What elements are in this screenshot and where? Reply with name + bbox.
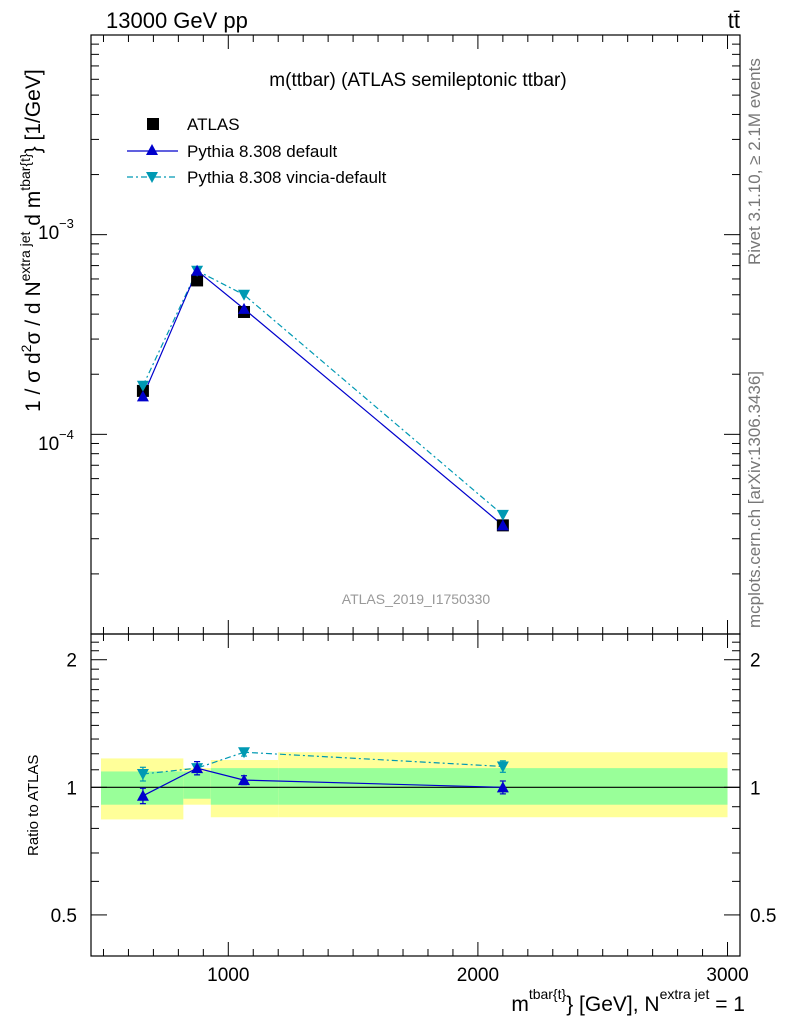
ratio-tick-label-right: 2 (750, 651, 761, 672)
ratio-uncertainty-bands (100, 752, 728, 820)
energy-label: 13000 GeV pp (106, 8, 248, 33)
ylabel-sup1: extra jet (17, 231, 33, 281)
process-label: tt̄ (728, 8, 740, 33)
axis-ticks (91, 35, 740, 957)
ylabel-exp2: 2 (18, 344, 34, 352)
legend-atlas-label: ATLAS (187, 115, 240, 134)
mcplots-label: mcplots.cern.ch [arXiv:1306.3436] (745, 371, 764, 628)
y-major-label-1e-4: 10 −4 (38, 427, 74, 455)
vincia-point (238, 289, 251, 301)
default-point (496, 519, 509, 531)
default-point (191, 264, 204, 276)
ratio-tick-label-left: 0.5 (51, 906, 77, 927)
rivet-version-label: Rivet 3.1.10, ≥ 2.1M events (745, 58, 764, 265)
plot-title: m(ttbar) (ATLAS semileptonic ttbar) (269, 70, 566, 91)
ylabel-mid: σ / d N (22, 281, 45, 344)
vincia-ratio-point (496, 761, 509, 773)
xlabel-suffix: = 1 (709, 993, 745, 1016)
legend-atlas-marker (147, 118, 159, 130)
legend-default-label: Pythia 8.308 default (187, 142, 338, 161)
vincia-ratio-line (142, 751, 503, 775)
default-ratio-point (496, 781, 509, 793)
default-ratio-point (191, 762, 204, 774)
main-series-layer (136, 264, 509, 532)
x-tick-label: 2000 (457, 965, 499, 986)
y-major-label-1e-3: 10 −3 (38, 216, 74, 244)
default-point (238, 302, 251, 314)
x-tick-label: 3000 (706, 965, 748, 986)
atlas-point (191, 274, 204, 287)
legend: ATLAS Pythia 8.308 default Pythia 8.308 … (127, 115, 387, 187)
ylabel-prefix: 1 / σ d (22, 352, 45, 412)
ratio-tick-label-left: 1 (66, 778, 77, 799)
y-label-base-1: 10 (38, 223, 59, 244)
default-point (136, 390, 149, 402)
legend-vincia-label: Pythia 8.308 vincia-default (187, 168, 387, 187)
ylabel-sup2: tbar{t} (17, 153, 33, 191)
tick-labels-layer: 1000 2000 3000 0.5 0.5 1 1 2 2 (51, 651, 777, 986)
y-label-exp-2: −4 (59, 427, 74, 442)
ratio-tick-label-left: 2 (66, 651, 77, 672)
y-label-base-2: 10 (38, 434, 59, 455)
band-inner-bin-1 (183, 771, 211, 799)
default-line (142, 269, 504, 526)
default-ratio-point (136, 789, 149, 801)
x-tick-label: 1000 (207, 965, 249, 986)
ratio-tick-label-right: 0.5 (750, 906, 776, 927)
vincia-ratio-point (238, 747, 251, 759)
main-y-axis-title: 1 / σ d2σ / d Nextra jet d mtbar{t}} [1/… (17, 69, 45, 412)
ylabel-suffix: } [1/GeV] (22, 69, 45, 153)
x-axis-title: mtbar{t}} [GeV], Nextra jet = 1 (511, 986, 745, 1016)
ratio-tick-label-right: 1 (750, 778, 761, 799)
analysis-id-label: ATLAS_2019_I1750330 (342, 591, 491, 607)
xlabel-sup2: extra jet (660, 986, 710, 1002)
y-label-exp-1: −3 (59, 216, 74, 231)
legend-vincia-marker (146, 172, 158, 183)
ratio-series-layer (136, 747, 509, 805)
ratio-plot-frame (90, 633, 741, 957)
default-ratio-line (142, 767, 503, 797)
default-ratio-point (238, 774, 251, 786)
xlabel-mid: } [GeV], N (566, 993, 659, 1016)
vincia-ratio-point (136, 769, 149, 781)
vincia-line (142, 269, 504, 516)
xlabel-m: m (511, 993, 529, 1016)
vincia-point (496, 509, 509, 521)
xlabel-sup1: tbar{t} (529, 986, 567, 1002)
vincia-point (136, 380, 149, 392)
ratio-y-axis-title: Ratio to ATLAS (25, 755, 42, 856)
ylabel-mid2: d m (22, 191, 45, 232)
legend-default-marker (146, 144, 158, 155)
